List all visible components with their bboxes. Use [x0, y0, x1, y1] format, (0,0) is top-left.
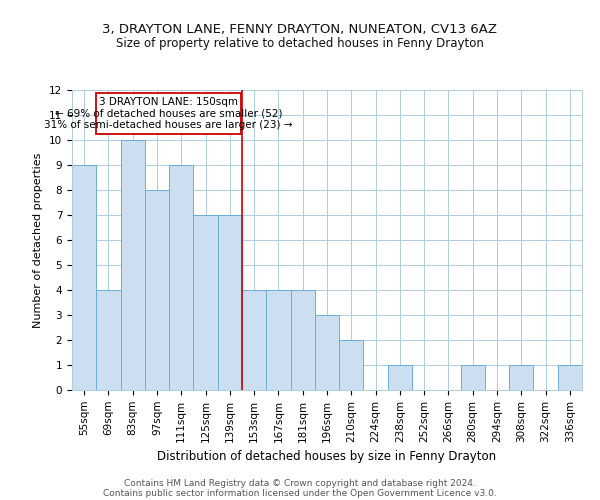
Bar: [121, 140, 145, 390]
Bar: [218, 215, 242, 390]
Bar: [72, 165, 96, 390]
Bar: [145, 190, 169, 390]
Text: Contains public sector information licensed under the Open Government Licence v3: Contains public sector information licen…: [103, 488, 497, 498]
FancyBboxPatch shape: [96, 93, 241, 134]
Bar: [558, 365, 582, 390]
Bar: [242, 290, 266, 390]
Bar: [509, 365, 533, 390]
Text: 3 DRAYTON LANE: 150sqm: 3 DRAYTON LANE: 150sqm: [99, 97, 238, 107]
Bar: [96, 290, 121, 390]
Bar: [169, 165, 193, 390]
Bar: [315, 315, 339, 390]
Bar: [339, 340, 364, 390]
Bar: [266, 290, 290, 390]
Text: 31% of semi-detached houses are larger (23) →: 31% of semi-detached houses are larger (…: [44, 120, 293, 130]
Bar: [193, 215, 218, 390]
X-axis label: Distribution of detached houses by size in Fenny Drayton: Distribution of detached houses by size …: [157, 450, 497, 463]
Bar: [290, 290, 315, 390]
Bar: [388, 365, 412, 390]
Text: ← 69% of detached houses are smaller (52): ← 69% of detached houses are smaller (52…: [55, 108, 282, 118]
Y-axis label: Number of detached properties: Number of detached properties: [34, 152, 43, 328]
Text: 3, DRAYTON LANE, FENNY DRAYTON, NUNEATON, CV13 6AZ: 3, DRAYTON LANE, FENNY DRAYTON, NUNEATON…: [103, 22, 497, 36]
Bar: [461, 365, 485, 390]
Text: Contains HM Land Registry data © Crown copyright and database right 2024.: Contains HM Land Registry data © Crown c…: [124, 478, 476, 488]
Text: Size of property relative to detached houses in Fenny Drayton: Size of property relative to detached ho…: [116, 38, 484, 51]
